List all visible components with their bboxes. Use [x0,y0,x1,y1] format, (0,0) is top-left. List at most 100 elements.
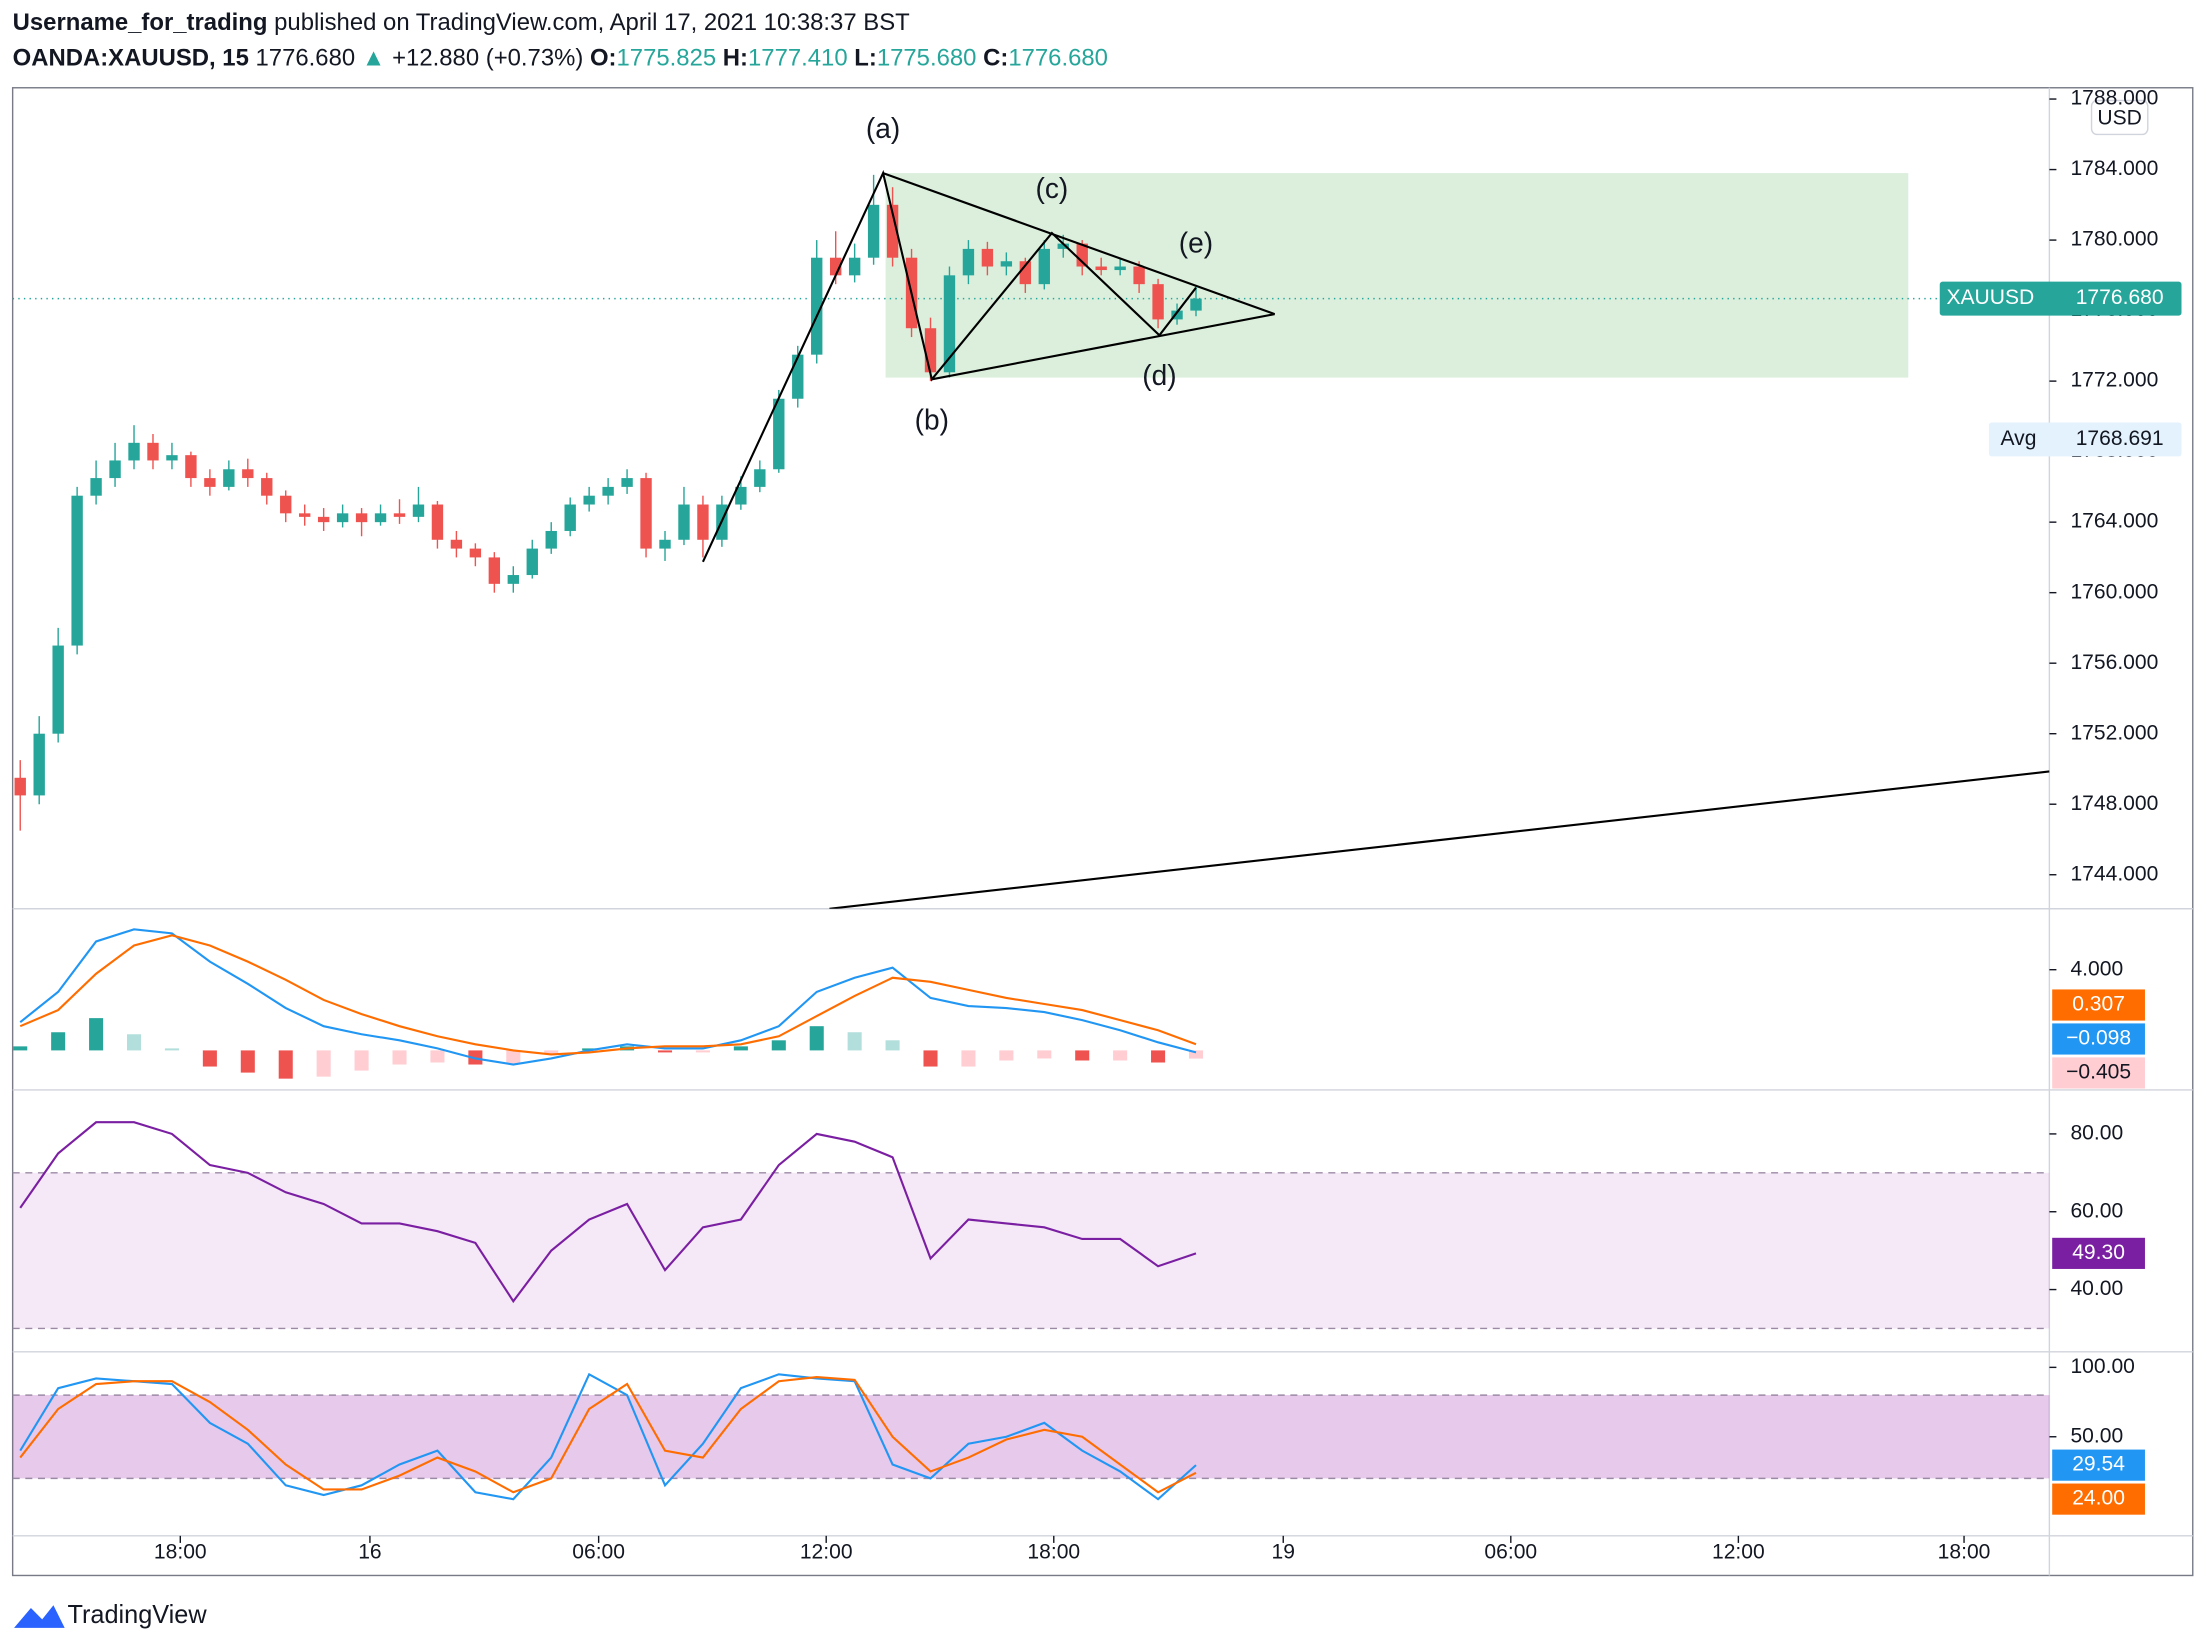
wave-label: (d) [1142,359,1176,391]
y-tick-label: 100.00 [2070,1355,2134,1378]
y-tick-label: 1760.000 [2070,580,2158,603]
candle-body [261,478,273,496]
candle-body [1095,266,1107,271]
candle-body [393,513,406,517]
candle-body [109,460,121,479]
candle-body [564,504,576,531]
x-tick-label: 18:00 [1027,1540,1080,1563]
candle-body [811,257,823,355]
value-badge [2052,1057,2145,1089]
o-label: O: [590,45,617,72]
x-tick-label: 12:00 [1712,1540,1765,1563]
candle-body [52,645,64,734]
wave-label: (a) [866,112,900,144]
histogram-bar [771,1040,786,1051]
last_price-label: 1776.680 [2076,286,2164,309]
histogram-bar [278,1050,293,1079]
pane [12,1121,2050,1330]
value-badge-label: 24.00 [2072,1487,2125,1510]
histogram-bar [1037,1050,1052,1059]
wave-label: (b) [915,403,949,435]
candle-body [469,548,482,558]
candle-body [33,733,45,796]
x-tick-label: 06:00 [572,1540,625,1563]
y-tick-label: 1752.000 [2070,721,2158,744]
histogram-bar [695,1050,710,1053]
histogram-bar [316,1050,331,1077]
frame [11,87,2194,1577]
y-tick-label: 1748.000 [2070,792,2158,815]
y-tick-label: 1772.000 [2070,369,2158,392]
candle-body [1133,266,1145,285]
histogram-bar [202,1050,217,1067]
y-tick-label: 1788.000 [2070,87,2158,110]
candle-body [848,257,861,276]
user: Username_for_trading [13,9,268,36]
histogram-bar [89,1018,104,1051]
avg-label: 1768.691 [2076,427,2164,450]
zone [885,173,1909,378]
histogram-bar [923,1050,938,1067]
value-badge [2052,1023,2145,1055]
header-line-2: OANDA:XAUUSD, 15 1776.680 ▲ +12.880 (+0.… [13,45,1108,72]
currency-box [2090,99,2149,136]
candle-body [71,495,83,646]
candle-body [336,513,349,523]
y-tick-label: 1784.000 [2070,157,2158,180]
candle-body [1000,261,1013,267]
y-tick-label: 40.00 [2070,1277,2123,1300]
candle-body [147,442,159,461]
histogram-bar [164,1048,179,1051]
value-badge-label: −0.098 [2066,1027,2131,1050]
candle-body [299,513,311,517]
histogram-bar [1151,1050,1166,1063]
series-line [19,1372,1197,1501]
x-tick-label: 19 [1272,1540,1295,1563]
candle-body [507,575,519,584]
candle-body [1057,243,1069,249]
band-fill [12,1395,2050,1479]
l-label: L: [854,45,877,72]
histogram-bar [354,1050,369,1071]
candle-body [223,469,235,487]
series-line [19,934,1197,1056]
logo-shape [14,1605,65,1628]
histogram-bar [13,1046,28,1051]
value-badge [2052,1237,2145,1269]
candle-body [317,516,330,523]
x-tick-label: 06:00 [1484,1540,1537,1563]
candle-body [829,257,842,276]
trendline [931,313,1275,381]
avg-badge [1988,422,2182,457]
histogram-bar [657,1050,673,1053]
y-tick-label: 1756.000 [2070,651,2158,674]
candle-body [1152,284,1164,320]
candle-body [185,455,197,479]
histogram-bar [999,1050,1014,1061]
candle-body [792,354,804,399]
c: 1776.680 [1008,45,1108,72]
value-badge-label: 49.30 [2072,1241,2125,1264]
value-badge [2052,989,2145,1021]
last: 1776.680 [256,45,356,72]
candle-body [640,478,652,549]
candle-body [450,539,463,549]
candle-body [962,248,975,276]
candle-body [166,455,178,461]
candle-body [754,469,766,487]
candle-body [526,548,538,576]
candle-body [697,504,709,540]
y-tick-label: 4.000 [2070,957,2123,980]
candle-body [678,504,690,540]
candle-body [583,495,595,505]
candle-body [1190,298,1202,311]
y-tick-label: 50.00 [2070,1424,2123,1447]
candle-body [242,469,254,479]
histogram-bar [392,1050,407,1065]
y-tick-label: 60.00 [2070,1199,2123,1222]
y-tick-label: 1764.000 [2070,510,2158,533]
value-badge-label: 29.54 [2072,1453,2125,1476]
histogram-bar [847,1032,862,1051]
